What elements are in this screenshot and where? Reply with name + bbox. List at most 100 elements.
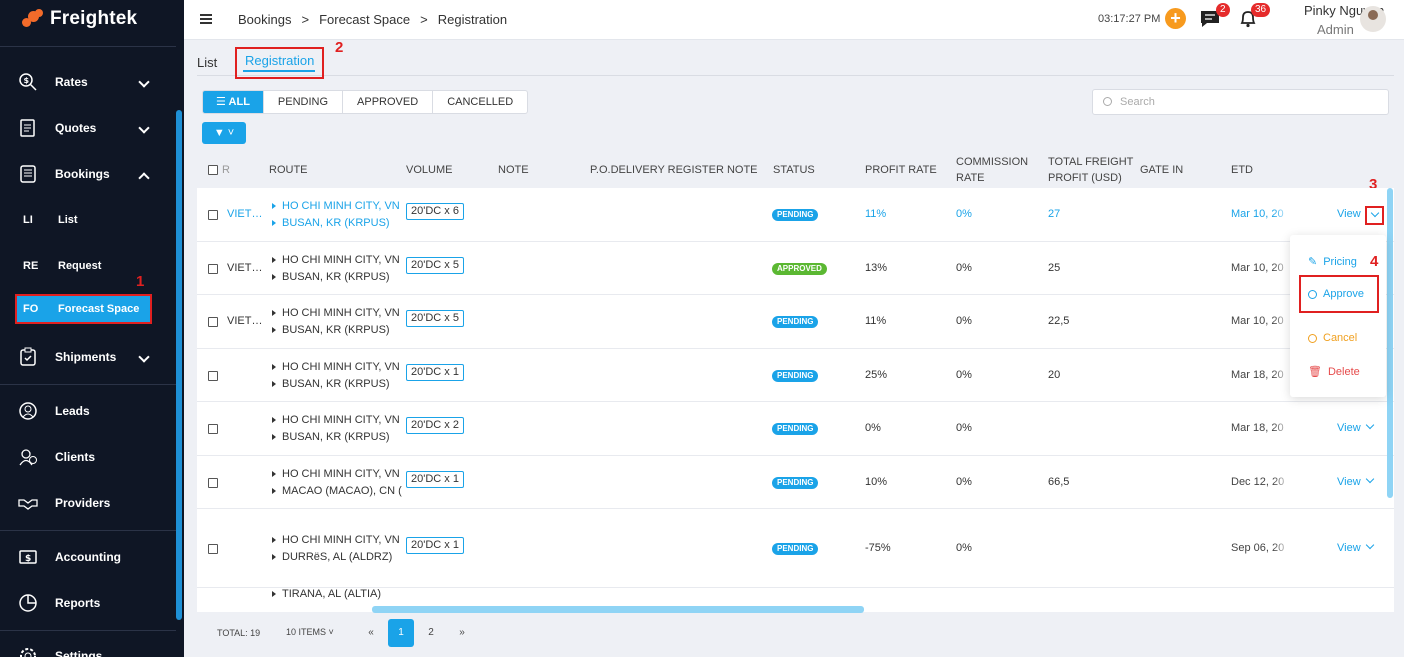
filter-approved[interactable]: APPROVED: [343, 91, 434, 113]
freightek-logo-icon: [22, 9, 44, 29]
chevron-up-icon: [138, 172, 150, 184]
table-vertical-scrollbar[interactable]: [1387, 188, 1393, 498]
sidebar-item-accounting[interactable]: $ Accounting: [0, 539, 176, 575]
row-checkbox[interactable]: [208, 478, 218, 488]
sidebar-item-bookings[interactable]: Bookings: [0, 156, 176, 192]
route-origin: HO CHI MINH CITY, VN: [272, 412, 400, 429]
view-button[interactable]: View: [1337, 474, 1374, 488]
sidebar-divider: [0, 46, 176, 47]
view-button[interactable]: View: [1337, 540, 1374, 554]
menu-item-approve[interactable]: Approve: [1308, 288, 1364, 300]
row-checkbox[interactable]: [208, 424, 218, 434]
table-row[interactable]: VIET… HO CHI MINH CITY, VN BUSAN, KR (KRPU…: [197, 295, 1394, 349]
sidebar-item-leads[interactable]: Leads: [0, 393, 176, 429]
filter-cancelled[interactable]: CANCELLED: [447, 96, 514, 108]
page-2-button[interactable]: 2: [428, 627, 434, 638]
table-row[interactable]: HO CHI MINH CITY, VN MACAO (MACAO), CN (2…: [197, 456, 1394, 509]
row-checkbox[interactable]: [208, 544, 218, 554]
next-page-button[interactable]: »: [459, 627, 465, 638]
sidebar-scrollbar[interactable]: [176, 110, 182, 620]
table-row[interactable]: VIET… HO CHI MINH CITY, VN BUSAN, KR (KRPU…: [197, 242, 1394, 295]
commission-rate: 0%: [956, 422, 972, 434]
etd-date: Mar 18, 20: [1231, 369, 1284, 381]
breadcrumb-forecast-space[interactable]: Forecast Space: [319, 12, 411, 27]
table-row[interactable]: HO CHI MINH CITY, VN BUSAN, KR (KRPUS) 20'…: [197, 349, 1394, 402]
breadcrumb-bookings[interactable]: Bookings: [238, 12, 292, 27]
tab-registration[interactable]: Registration: [235, 47, 324, 79]
row-checkbox[interactable]: [208, 371, 218, 381]
bell-icon[interactable]: [1238, 10, 1258, 28]
filter-pending[interactable]: PENDING: [264, 91, 344, 113]
route-destination: BUSAN, KR (KRPUS): [272, 215, 400, 232]
route-cell: HO CHI MINH CITY, VN DURRëS, AL (ALDRZ): [272, 532, 400, 566]
status-badge: PENDING: [772, 316, 819, 328]
sidebar-item-clients[interactable]: Clients: [0, 439, 176, 475]
table-horizontal-scrollbar[interactable]: [372, 606, 864, 613]
row-checkbox[interactable]: [208, 210, 218, 220]
search-placeholder: Search: [1120, 96, 1155, 108]
sidebar-subitem-forecast-space[interactable]: FO Forecast Space: [15, 294, 152, 324]
sidebar-item-shipments[interactable]: Shipments: [0, 339, 176, 375]
filter-button[interactable]: ▼ ˅: [202, 122, 246, 144]
message-icon[interactable]: [1200, 10, 1220, 28]
route-cell: HO CHI MINH CITY, VN BUSAN, KR (KRPUS): [272, 412, 400, 446]
sidebar-item-rates[interactable]: $ Rates: [0, 64, 176, 100]
list-icon: ☰: [216, 96, 226, 108]
row-checkbox[interactable]: [208, 264, 218, 274]
route-destination: MACAO (MACAO), CN (: [272, 483, 402, 500]
etd-date: Mar 18, 20: [1231, 422, 1284, 434]
leads-icon: [19, 402, 37, 420]
row-checkbox[interactable]: [208, 317, 218, 327]
subitem-abbr: LI: [23, 214, 33, 226]
page-1-button[interactable]: 1: [388, 619, 414, 647]
sidebar-subitem-request[interactable]: RE Request: [0, 251, 176, 281]
table-row[interactable]: HO CHI MINH CITY, VN DURRëS, AL (ALDRZ) 20…: [197, 509, 1394, 588]
row-actions-toggle[interactable]: [1365, 206, 1384, 225]
tab-list[interactable]: List: [197, 55, 218, 70]
sidebar-item-reports[interactable]: Reports: [0, 585, 176, 621]
search-icon: [1103, 97, 1112, 106]
prev-page-button[interactable]: «: [368, 627, 374, 638]
row-actions-menu: ✎ Pricing Approve 4 Cancel 🗑 Delete: [1290, 235, 1386, 397]
page-size-select[interactable]: 10 ITEMS ˅: [286, 627, 334, 637]
profit-rate: 10%: [865, 476, 888, 488]
sidebar-item-providers[interactable]: Providers: [0, 485, 176, 521]
route-cell: HO CHI MINH CITY, VN BUSAN, KR (KRPUS): [272, 198, 400, 232]
table-row[interactable]: HO CHI MINH CITY, VN BUSAN, KR (KRPUS) 20'…: [197, 402, 1394, 456]
sidebar-subitem-list[interactable]: LI List: [0, 205, 176, 235]
menu-item-label: Pricing: [1323, 255, 1357, 268]
handshake-icon: [18, 499, 38, 510]
menu-item-cancel[interactable]: Cancel: [1308, 332, 1357, 344]
filter-all[interactable]: ☰ ALL: [203, 91, 264, 113]
table-row[interactable]: TIRANA, AL (ALTIA): [197, 588, 1394, 612]
table-row[interactable]: VIET… HO CHI MINH CITY, VN BUSAN, KR (KRPU…: [197, 188, 1394, 242]
sidebar-item-settings[interactable]: Settings: [0, 638, 176, 657]
annotation-4: 4: [1370, 253, 1379, 270]
cancel-circle-icon: [1308, 333, 1317, 343]
subitem-label: Forecast Space: [58, 303, 140, 315]
view-button[interactable]: View: [1337, 208, 1361, 220]
avatar[interactable]: [1360, 6, 1386, 32]
top-header: Bookings > Forecast Space > Registration…: [184, 0, 1404, 40]
menu-item-delete[interactable]: 🗑 Delete: [1308, 365, 1360, 379]
view-button[interactable]: View: [1337, 420, 1374, 434]
route-cell: TIRANA, AL (ALTIA): [272, 586, 381, 603]
route-origin: HO CHI MINH CITY, VN: [272, 359, 400, 376]
breadcrumb-registration: Registration: [437, 12, 508, 27]
filter-all-label: ALL: [228, 96, 250, 108]
etd-date: Mar 10, 20: [1231, 315, 1284, 327]
menu-item-pricing[interactable]: ✎ Pricing: [1308, 255, 1357, 269]
add-button[interactable]: +: [1165, 8, 1186, 29]
carrier-name: VIET…: [227, 262, 263, 274]
search-input[interactable]: Search: [1092, 89, 1389, 115]
select-all-checkbox[interactable]: [208, 165, 218, 175]
app-name: Freightek: [50, 8, 138, 29]
funnel-icon: ▼ ˅: [213, 127, 235, 139]
app-logo[interactable]: Freightek: [22, 8, 137, 30]
menu-toggle-icon[interactable]: [200, 14, 212, 24]
chevron-down-icon: [138, 76, 150, 88]
status-badge: APPROVED: [772, 263, 827, 275]
volume-tag: 20'DC x 5: [406, 310, 464, 327]
sidebar-item-quotes[interactable]: Quotes: [0, 110, 176, 146]
route-cell: HO CHI MINH CITY, VN BUSAN, KR (KRPUS): [272, 252, 400, 286]
